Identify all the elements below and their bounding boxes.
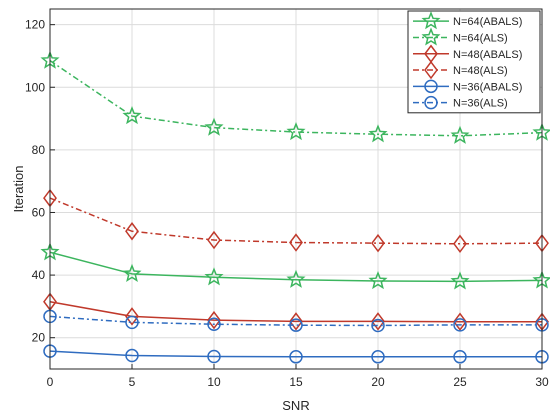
data-point [286, 269, 306, 288]
legend-label: N=36(ALS) [453, 98, 508, 110]
x-tick-label: 5 [129, 375, 136, 389]
x-tick-label: 15 [289, 375, 303, 389]
data-point [424, 60, 438, 80]
legend-label: N=36(ABALS) [453, 81, 522, 93]
series-line [49, 197, 543, 245]
data-point [421, 11, 441, 30]
data-point [125, 307, 139, 326]
series-4 [43, 344, 549, 364]
x-axis-ticks: 0 5 10 15 20 25 30 [47, 364, 549, 389]
data-point [286, 122, 306, 141]
data-point [125, 348, 139, 363]
data-point [453, 312, 467, 331]
y-tick-label: 40 [32, 268, 46, 282]
series-0 [40, 242, 550, 290]
y-tick-label: 100 [25, 80, 45, 94]
legend-entry: N=64(ALS) [413, 27, 508, 46]
data-point [122, 263, 142, 282]
data-point [368, 271, 388, 290]
y-axis-label: Iteration [11, 166, 26, 213]
series-line [49, 350, 542, 358]
x-tick-label: 10 [207, 375, 221, 389]
data-point [122, 106, 142, 125]
data-point [371, 350, 385, 364]
data-point [453, 350, 467, 364]
data-point [207, 317, 221, 331]
legend: N=64(ABALS) N=64(ALS) N=48(ABALS) N=48(ALS)… [407, 10, 541, 114]
legend-label: N=48(ABALS) [453, 49, 522, 61]
y-tick-label: 60 [32, 205, 46, 219]
legend-entry: N=36(ALS) [413, 95, 508, 110]
series-line [49, 60, 543, 137]
data-point [289, 318, 303, 332]
series-line [49, 251, 543, 283]
data-point [204, 117, 224, 136]
data-point [421, 27, 441, 46]
legend-entry: N=64(ABALS) [413, 11, 522, 30]
data-point [371, 318, 385, 333]
data-point [424, 95, 438, 110]
legend-label: N=48(ALS) [453, 65, 508, 77]
legend-box [407, 10, 541, 114]
legend-entry: N=48(ABALS) [413, 44, 522, 63]
data-point [371, 312, 385, 331]
y-tick-label: 120 [25, 18, 45, 32]
data-point [453, 318, 467, 332]
data-point [289, 233, 303, 252]
legend-entry: N=36(ABALS) [413, 79, 522, 94]
data-point [424, 79, 438, 94]
data-point [450, 271, 470, 290]
data-point [204, 267, 224, 286]
y-tick-label: 80 [32, 143, 46, 157]
data-point [368, 124, 388, 143]
legend-label: N=64(ABALS) [453, 16, 522, 28]
x-tick-label: 20 [371, 375, 385, 389]
y-axis-ticks: 20 40 60 80 100 120 [25, 18, 55, 345]
data-point [207, 230, 221, 250]
y-tick-label: 20 [32, 331, 46, 345]
data-point [371, 233, 385, 253]
legend-entry: N=48(ALS) [413, 60, 508, 80]
data-point [207, 310, 221, 330]
data-point [125, 315, 139, 330]
x-tick-label: 0 [47, 375, 54, 389]
data-point [450, 125, 470, 144]
data-point [207, 349, 221, 364]
x-axis-label: SNR [282, 398, 309, 413]
x-tick-label: 30 [535, 375, 549, 389]
data-point [125, 222, 139, 241]
data-point [453, 234, 467, 254]
legend-label: N=64(ALS) [453, 32, 508, 44]
x-tick-label: 25 [453, 375, 467, 389]
series-line [49, 315, 542, 327]
data-point [289, 312, 303, 331]
data-point [289, 350, 303, 364]
